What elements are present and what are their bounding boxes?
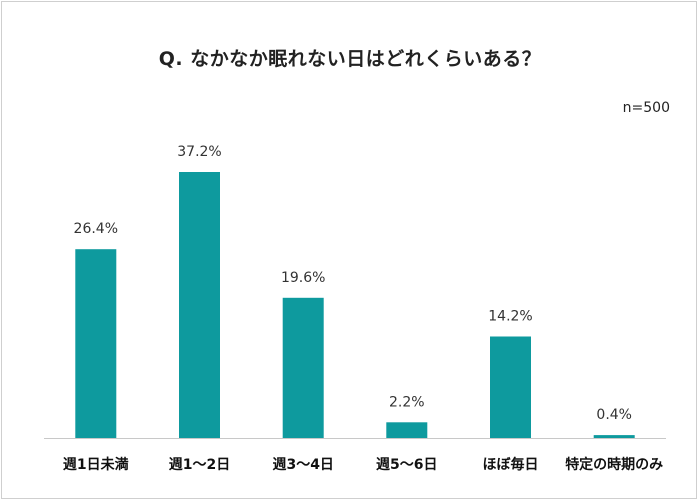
category-label-4: 週5～6日 xyxy=(376,457,437,473)
data-label-2: 37.2% xyxy=(177,144,221,160)
data-label-3: 19.6% xyxy=(281,270,325,286)
bar-2 xyxy=(179,172,220,438)
category-label-6: 特定の時期のみ xyxy=(565,456,663,473)
bar-1 xyxy=(75,249,117,438)
sample-size-note: n=500 xyxy=(622,100,670,116)
bar-3 xyxy=(282,297,324,438)
data-label-4: 2.2% xyxy=(389,394,425,410)
bar-6 xyxy=(593,435,635,438)
data-label-1: 26.4% xyxy=(74,221,118,237)
category-label-5: ほぼ毎日 xyxy=(483,456,539,473)
data-label-5: 14.2% xyxy=(488,309,532,325)
bar-5 xyxy=(490,336,531,438)
category-label-2: 週1～2日 xyxy=(169,457,230,473)
category-label-1: 週1日未満 xyxy=(63,456,129,473)
category-label-3: 週3～4日 xyxy=(272,457,333,473)
bar-4 xyxy=(386,422,428,438)
data-label-6: 0.4% xyxy=(596,407,632,423)
chart-title: Q. なかなか眠れない日はどれくらいある？ xyxy=(158,48,542,70)
